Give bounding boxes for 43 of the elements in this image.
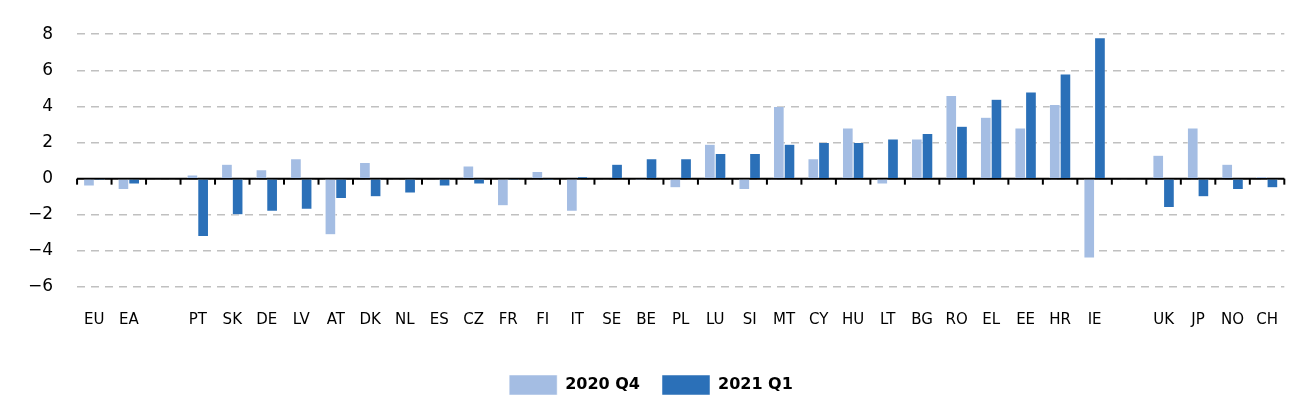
x-tick-label: FR — [498, 309, 518, 328]
x-tick-label: EL — [982, 309, 1001, 328]
x-tick-label: NL — [394, 309, 416, 328]
x-tick-label: SE — [602, 309, 622, 328]
legend-label: 2020 Q4 — [565, 374, 641, 394]
x-tick-label: RO — [945, 309, 968, 328]
x-tick-label: BG — [911, 309, 933, 328]
x-tick-label: LV — [292, 309, 311, 328]
x-tick-label: SK — [222, 309, 244, 328]
x-tick-label: DE — [256, 309, 278, 328]
x-tick-label: DK — [359, 309, 383, 328]
y-tick-label: 8 — [42, 22, 54, 43]
x-tick-label: PT — [188, 309, 208, 328]
x-tick-label: SI — [742, 309, 757, 328]
x-tick-label: HU — [842, 309, 865, 328]
x-tick-label: BE — [636, 309, 657, 328]
x-tick-label: PL — [671, 309, 691, 328]
y-tick-label: 0 — [42, 167, 54, 188]
x-tick-label: IE — [1087, 309, 1102, 328]
x-tick-label: LU — [705, 309, 725, 328]
y-tick-label: −4 — [28, 239, 54, 260]
y-tick-label: −6 — [28, 275, 54, 296]
x-tick-label: NO — [1221, 309, 1245, 328]
x-tick-label: JP — [1190, 309, 1205, 328]
x-tick-label: EE — [1016, 309, 1036, 328]
y-tick-label: −2 — [28, 203, 54, 224]
x-tick-label: FI — [536, 309, 550, 328]
x-tick-label: AT — [326, 309, 346, 328]
x-tick-label: HR — [1049, 309, 1071, 328]
y-tick-label: 2 — [42, 130, 54, 151]
x-tick-label: IT — [570, 309, 585, 328]
x-tick-label: CH — [1256, 309, 1278, 328]
x-tick-label: UK — [1153, 309, 1176, 328]
y-tick-label: 6 — [42, 58, 54, 79]
x-tick-label: EA — [118, 309, 140, 328]
x-tick-label: EU — [84, 309, 105, 328]
y-tick-label: 4 — [42, 94, 54, 115]
x-tick-label: ES — [429, 309, 449, 328]
x-tick-label: CZ — [463, 309, 485, 328]
x-tick-label: CY — [808, 309, 830, 328]
x-tick-label: LT — [879, 309, 897, 328]
legend-label: 2021 Q1 — [718, 374, 793, 394]
x-tick-label: MT — [773, 309, 797, 328]
